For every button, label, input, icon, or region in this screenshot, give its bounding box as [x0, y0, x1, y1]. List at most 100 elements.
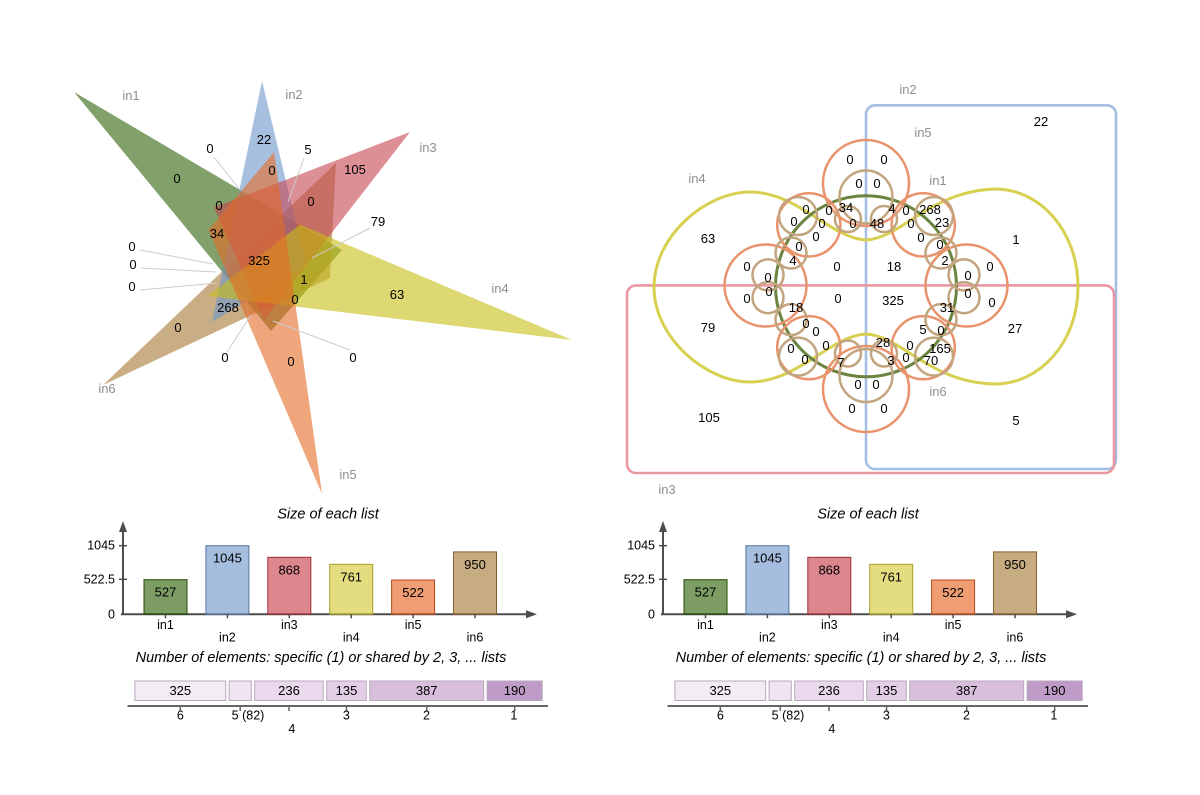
svg-text:in6: in6 [929, 384, 946, 399]
svg-text:5: 5 [304, 142, 311, 157]
svg-text:0: 0 [902, 350, 909, 365]
svg-text:Number of elements: specific (: Number of elements: specific (1) or shar… [676, 650, 1047, 666]
svg-text:in6: in6 [98, 381, 115, 396]
svg-text:1045: 1045 [87, 539, 115, 553]
svg-text:0: 0 [849, 216, 856, 231]
svg-text:0: 0 [812, 229, 819, 244]
svg-text:6: 6 [717, 709, 724, 723]
svg-text:in3: in3 [281, 618, 298, 632]
svg-text:5 (82): 5 (82) [232, 709, 265, 723]
svg-text:in6: in6 [467, 631, 484, 645]
svg-text:22: 22 [257, 132, 271, 147]
svg-text:in2: in2 [899, 82, 916, 97]
svg-text:in3: in3 [419, 140, 436, 155]
svg-text:34: 34 [210, 226, 224, 241]
svg-text:in3: in3 [821, 618, 838, 632]
svg-text:2: 2 [941, 253, 948, 268]
svg-text:63: 63 [390, 287, 404, 302]
svg-text:0: 0 [880, 152, 887, 167]
svg-text:in2: in2 [285, 87, 302, 102]
svg-text:0: 0 [917, 230, 924, 245]
svg-text:236: 236 [278, 683, 300, 698]
svg-text:in4: in4 [688, 171, 705, 186]
svg-text:0: 0 [349, 350, 356, 365]
svg-text:1045: 1045 [753, 551, 782, 566]
svg-text:63: 63 [701, 231, 715, 246]
svg-text:387: 387 [956, 683, 978, 698]
svg-text:7: 7 [837, 355, 844, 370]
svg-text:0: 0 [291, 292, 298, 307]
svg-text:18: 18 [887, 259, 901, 274]
svg-text:22: 22 [1034, 114, 1048, 129]
svg-text:1: 1 [1050, 709, 1057, 723]
svg-text:0: 0 [129, 257, 136, 272]
svg-text:0: 0 [902, 203, 909, 218]
svg-text:in1: in1 [929, 173, 946, 188]
svg-text:236: 236 [818, 683, 840, 698]
svg-text:0: 0 [906, 338, 913, 353]
svg-text:in4: in4 [343, 631, 360, 645]
svg-text:1: 1 [510, 709, 517, 723]
svg-text:325: 325 [709, 683, 731, 698]
svg-text:in6: in6 [1007, 631, 1024, 645]
svg-text:in4: in4 [883, 631, 900, 645]
svg-text:31: 31 [940, 300, 954, 315]
svg-text:868: 868 [818, 562, 840, 577]
svg-text:1045: 1045 [213, 551, 242, 566]
svg-text:0: 0 [986, 259, 993, 274]
svg-text:0: 0 [872, 377, 879, 392]
svg-text:0: 0 [174, 320, 181, 335]
svg-text:in4: in4 [491, 281, 508, 296]
svg-text:Size of each list: Size of each list [817, 507, 920, 523]
svg-text:0: 0 [287, 354, 294, 369]
svg-text:Number of elements: specific (: Number of elements: specific (1) or shar… [136, 650, 507, 666]
svg-text:1: 1 [1012, 232, 1019, 247]
svg-text:0: 0 [128, 239, 135, 254]
svg-text:0: 0 [825, 203, 832, 218]
svg-text:in2: in2 [219, 631, 236, 645]
svg-text:0: 0 [880, 401, 887, 416]
svg-text:in1: in1 [122, 88, 139, 103]
svg-text:0: 0 [812, 324, 819, 339]
svg-text:165: 165 [929, 341, 951, 356]
svg-text:in5: in5 [339, 467, 356, 482]
svg-text:522: 522 [402, 585, 424, 600]
svg-text:79: 79 [371, 214, 385, 229]
svg-text:0: 0 [964, 268, 971, 283]
svg-text:6: 6 [177, 709, 184, 723]
svg-text:0: 0 [936, 237, 943, 252]
svg-text:0: 0 [802, 202, 809, 217]
svg-text:0: 0 [221, 350, 228, 365]
svg-text:0: 0 [648, 607, 655, 621]
svg-text:in5: in5 [914, 125, 931, 140]
svg-text:527: 527 [695, 585, 717, 600]
svg-text:Size of each list: Size of each list [277, 507, 380, 523]
svg-text:0: 0 [854, 377, 861, 392]
svg-text:4: 4 [888, 201, 895, 216]
svg-text:0: 0 [818, 216, 825, 231]
svg-text:0: 0 [173, 171, 180, 186]
svg-text:0: 0 [307, 194, 314, 209]
svg-text:522: 522 [942, 585, 964, 600]
svg-text:0: 0 [846, 152, 853, 167]
svg-text:2: 2 [423, 709, 430, 723]
svg-text:0: 0 [128, 279, 135, 294]
svg-text:18: 18 [789, 300, 803, 315]
svg-text:0: 0 [215, 198, 222, 213]
svg-text:761: 761 [340, 569, 362, 584]
svg-text:950: 950 [464, 557, 486, 572]
svg-text:0: 0 [873, 176, 880, 191]
svg-text:387: 387 [416, 683, 438, 698]
svg-text:105: 105 [344, 162, 366, 177]
svg-text:23: 23 [935, 215, 949, 230]
svg-text:527: 527 [155, 585, 177, 600]
svg-text:135: 135 [336, 683, 358, 698]
svg-text:522.5: 522.5 [624, 572, 655, 586]
svg-text:3: 3 [887, 353, 894, 368]
svg-text:325: 325 [169, 683, 191, 698]
svg-text:1: 1 [300, 272, 307, 287]
svg-text:268: 268 [919, 202, 941, 217]
svg-text:0: 0 [790, 214, 797, 229]
svg-text:0: 0 [108, 607, 115, 621]
svg-text:0: 0 [937, 323, 944, 338]
